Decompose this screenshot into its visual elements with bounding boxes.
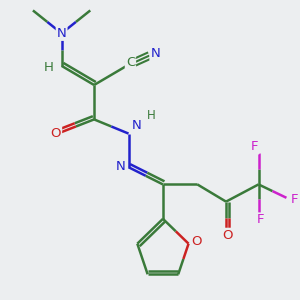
Text: N: N xyxy=(116,160,126,173)
Text: F: F xyxy=(257,214,264,226)
Text: H: H xyxy=(43,61,53,74)
Text: N: N xyxy=(57,27,67,40)
Text: F: F xyxy=(251,140,259,153)
Text: C: C xyxy=(126,56,135,69)
Text: H: H xyxy=(147,109,156,122)
Text: O: O xyxy=(223,229,233,242)
Text: O: O xyxy=(192,235,202,248)
Text: N: N xyxy=(132,118,142,132)
Text: F: F xyxy=(290,193,298,206)
Text: O: O xyxy=(51,127,61,140)
Text: N: N xyxy=(150,47,160,60)
